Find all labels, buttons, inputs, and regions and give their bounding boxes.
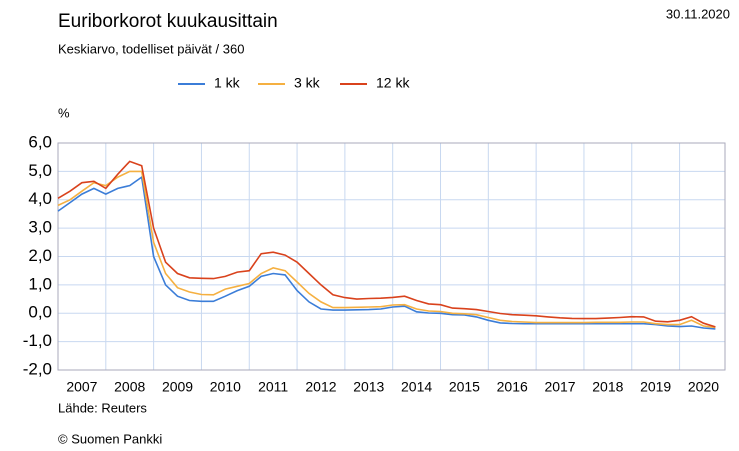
x-tick-label: 2012: [305, 379, 336, 395]
x-tick-label: 2010: [210, 379, 241, 395]
x-tick-label: 2009: [162, 379, 193, 395]
chart-title: Euriborkorot kuukausittain: [58, 11, 278, 32]
y-axis-unit: %: [58, 105, 70, 120]
y-tick-label: -1,0: [23, 331, 52, 350]
legend-label: 12 kk: [376, 75, 410, 91]
x-tick-label: 2019: [640, 379, 671, 395]
plot-frame: [57, 142, 726, 371]
chart-subtitle: Keskiarvo, todelliset päivät / 360: [58, 41, 244, 56]
x-tick-label: 2014: [401, 379, 432, 395]
date: 30.11.2020: [666, 6, 730, 21]
y-tick-label: -2,0: [23, 359, 52, 378]
y-tick-label: 2,0: [28, 246, 52, 265]
x-tick-label: 2013: [353, 379, 384, 395]
x-tick-label: 2008: [114, 379, 145, 395]
y-tick-label: 0,0: [28, 303, 52, 322]
y-tick-label: 4,0: [28, 189, 52, 208]
y-tick-label: 5,0: [28, 161, 52, 180]
legend-label: 1 kk: [214, 75, 241, 91]
x-tick-label: 2017: [544, 379, 575, 395]
y-tick-label: 1,0: [28, 274, 52, 293]
y-tick-label: 6,0: [28, 132, 52, 151]
x-tick-label: 2011: [258, 379, 288, 395]
copyright: © Suomen Pankki: [58, 431, 162, 446]
x-tick-label: 2020: [688, 379, 719, 395]
series-line: [57, 160, 716, 328]
x-tick-label: 2016: [497, 379, 528, 395]
x-tick-label: 2015: [449, 379, 480, 395]
x-tick-label: 2018: [592, 379, 623, 395]
y-tick-label: 3,0: [28, 218, 52, 237]
series-line: [57, 175, 716, 330]
source: Lähde: Reuters: [58, 400, 147, 415]
series-line: [57, 170, 716, 329]
x-tick-label: 2007: [66, 379, 97, 395]
legend-label: 3 kk: [294, 75, 321, 91]
